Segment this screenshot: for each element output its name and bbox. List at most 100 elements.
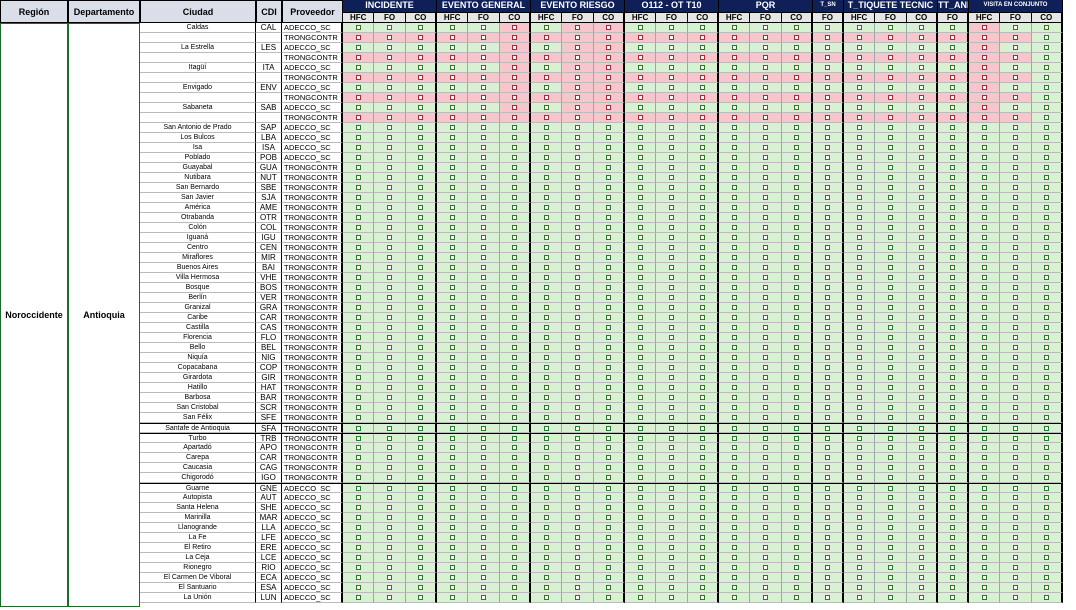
checkbox-cell[interactable] — [499, 83, 531, 93]
checkbox-cell[interactable] — [562, 533, 594, 543]
checkbox-cell[interactable] — [968, 353, 1001, 363]
checkbox-cell[interactable] — [562, 163, 594, 173]
checkbox-icon[interactable] — [574, 425, 580, 431]
checkbox-icon[interactable] — [355, 545, 361, 550]
checkbox-icon[interactable] — [793, 105, 799, 110]
checkbox-cell[interactable] — [468, 263, 500, 273]
checkbox-icon[interactable] — [793, 315, 799, 320]
checkbox-icon[interactable] — [1012, 65, 1018, 70]
checkbox-icon[interactable] — [574, 55, 580, 60]
checkbox-cell[interactable] — [343, 83, 375, 93]
cdi-cell[interactable]: RIO — [256, 563, 282, 573]
provider-cell[interactable]: ADECCO_SC — [282, 23, 343, 33]
checkbox-icon[interactable] — [793, 455, 799, 460]
checkbox-icon[interactable] — [668, 415, 674, 420]
checkbox-cell[interactable] — [593, 383, 625, 393]
checkbox-icon[interactable] — [887, 345, 893, 350]
checkbox-cell[interactable] — [781, 213, 813, 223]
checkbox-icon[interactable] — [949, 265, 955, 270]
checkbox-cell[interactable] — [593, 523, 625, 533]
checkbox-icon[interactable] — [386, 155, 392, 160]
checkbox-icon[interactable] — [887, 545, 893, 550]
checkbox-cell[interactable] — [593, 583, 625, 593]
checkbox-icon[interactable] — [543, 595, 549, 600]
checkbox-cell[interactable] — [562, 383, 594, 393]
checkbox-icon[interactable] — [449, 495, 455, 500]
checkbox-cell[interactable] — [624, 103, 657, 113]
checkbox-cell[interactable] — [656, 593, 688, 603]
checkbox-cell[interactable] — [624, 303, 657, 313]
checkbox-icon[interactable] — [699, 505, 705, 510]
checkbox-cell[interactable] — [593, 313, 625, 323]
checkbox-cell[interactable] — [875, 233, 907, 243]
checkbox-icon[interactable] — [856, 555, 862, 560]
checkbox-cell[interactable] — [906, 373, 938, 383]
checkbox-icon[interactable] — [386, 275, 392, 280]
checkbox-cell[interactable] — [812, 523, 844, 533]
checkbox-icon[interactable] — [668, 595, 674, 600]
checkbox-icon[interactable] — [731, 535, 737, 540]
provider-cell[interactable]: TRONGCONTR — [282, 363, 343, 373]
checkbox-cell[interactable] — [687, 153, 719, 163]
checkbox-cell[interactable] — [687, 263, 719, 273]
checkbox-icon[interactable] — [386, 45, 392, 50]
checkbox-cell[interactable] — [656, 353, 688, 363]
provider-cell[interactable]: TRONGCONTR — [282, 183, 343, 193]
checkbox-cell[interactable] — [968, 243, 1001, 253]
checkbox-icon[interactable] — [981, 65, 987, 70]
checkbox-icon[interactable] — [762, 515, 768, 520]
checkbox-cell[interactable] — [1031, 403, 1063, 413]
checkbox-cell[interactable] — [1031, 583, 1063, 593]
checkbox-icon[interactable] — [1043, 215, 1049, 220]
checkbox-cell[interactable] — [968, 523, 1001, 533]
checkbox-icon[interactable] — [1012, 385, 1018, 390]
checkbox-icon[interactable] — [605, 165, 611, 170]
checkbox-cell[interactable] — [687, 303, 719, 313]
checkbox-icon[interactable] — [1043, 555, 1049, 560]
checkbox-icon[interactable] — [480, 565, 486, 570]
checkbox-cell[interactable] — [687, 73, 719, 83]
checkbox-cell[interactable] — [968, 393, 1001, 403]
checkbox-cell[interactable] — [1000, 173, 1032, 183]
checkbox-icon[interactable] — [1012, 495, 1018, 500]
checkbox-cell[interactable] — [1031, 203, 1063, 213]
checkbox-cell[interactable] — [468, 473, 500, 483]
checkbox-cell[interactable] — [468, 463, 500, 473]
checkbox-cell[interactable] — [1000, 63, 1032, 73]
checkbox-icon[interactable] — [605, 365, 611, 370]
checkbox-cell[interactable] — [906, 333, 938, 343]
checkbox-cell[interactable] — [906, 493, 938, 503]
checkbox-icon[interactable] — [762, 545, 768, 550]
checkbox-icon[interactable] — [1043, 535, 1049, 540]
checkbox-cell[interactable] — [343, 333, 375, 343]
city-cell[interactable]: San Félix — [140, 413, 256, 423]
checkbox-cell[interactable] — [499, 373, 531, 383]
checkbox-icon[interactable] — [793, 325, 799, 330]
checkbox-icon[interactable] — [981, 75, 987, 80]
checkbox-cell[interactable] — [718, 443, 751, 453]
checkbox-cell[interactable] — [436, 33, 469, 43]
checkbox-cell[interactable] — [906, 183, 938, 193]
city-cell[interactable]: Caucasia — [140, 463, 256, 473]
checkbox-icon[interactable] — [949, 415, 955, 420]
provider-cell[interactable]: TRONGCONTR — [282, 233, 343, 243]
checkbox-cell[interactable] — [343, 453, 375, 463]
checkbox-cell[interactable] — [750, 273, 782, 283]
checkbox-icon[interactable] — [511, 395, 517, 400]
checkbox-cell[interactable] — [1000, 513, 1032, 523]
checkbox-icon[interactable] — [668, 275, 674, 280]
checkbox-cell[interactable] — [656, 223, 688, 233]
checkbox-cell[interactable] — [906, 53, 938, 63]
provider-cell[interactable]: TRONGCONTR — [282, 203, 343, 213]
checkbox-icon[interactable] — [511, 175, 517, 180]
checkbox-cell[interactable] — [812, 103, 844, 113]
checkbox-icon[interactable] — [762, 285, 768, 290]
checkbox-cell[interactable] — [593, 493, 625, 503]
checkbox-icon[interactable] — [918, 105, 924, 110]
checkbox-cell[interactable] — [530, 463, 563, 473]
checkbox-icon[interactable] — [918, 45, 924, 50]
checkbox-icon[interactable] — [480, 125, 486, 130]
checkbox-icon[interactable] — [918, 415, 924, 420]
checkbox-cell[interactable] — [343, 434, 375, 443]
checkbox-cell[interactable] — [750, 413, 782, 423]
